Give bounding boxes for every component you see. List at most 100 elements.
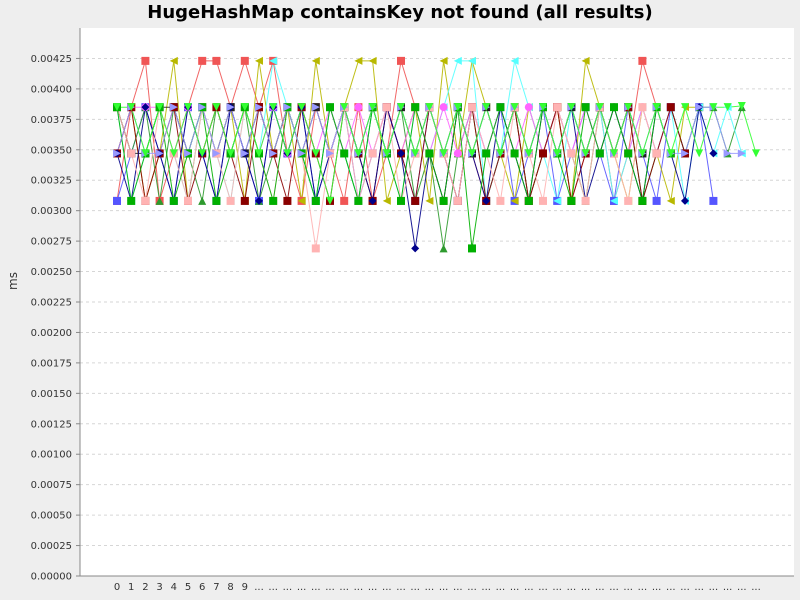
x-tick-label: 1 — [128, 582, 134, 593]
data-point — [681, 103, 689, 112]
data-point — [524, 196, 533, 205]
x-tick-label: 0 — [114, 582, 120, 593]
data-point — [638, 196, 647, 205]
y-tick-label: 0.00050 — [31, 511, 72, 522]
data-point — [212, 149, 221, 158]
data-point — [468, 56, 476, 65]
data-point — [553, 196, 562, 205]
y-tick-label: 0.00300 — [31, 206, 72, 217]
data-point — [240, 56, 249, 65]
data-point — [269, 56, 278, 65]
x-tick-label: ... — [538, 582, 548, 593]
x-tick-label: ... — [609, 582, 619, 593]
data-point — [368, 196, 377, 205]
x-tick-label: ... — [552, 582, 562, 593]
data-point — [297, 149, 306, 158]
data-point — [468, 149, 476, 158]
x-tick-label: ... — [297, 582, 307, 593]
x-tick-label: ... — [737, 582, 747, 593]
data-point — [453, 56, 462, 65]
x-tick-label: ... — [666, 582, 676, 593]
data-point — [638, 149, 647, 158]
data-point — [439, 56, 448, 65]
data-point — [269, 196, 278, 205]
y-tick-label: 0.00100 — [31, 450, 72, 461]
x-tick-label: ... — [524, 582, 534, 593]
x-tick-label: ... — [410, 582, 420, 593]
data-point — [127, 196, 136, 205]
data-point — [169, 149, 178, 158]
data-point — [311, 196, 320, 205]
data-point — [382, 103, 391, 112]
data-point — [340, 103, 349, 112]
x-tick-label: ... — [467, 582, 477, 593]
y-tick-label: 0.00275 — [31, 237, 72, 248]
data-point — [354, 56, 363, 65]
data-point — [624, 149, 633, 158]
data-point — [411, 196, 420, 205]
x-tick-label: ... — [339, 582, 349, 593]
y-tick-label: 0.00375 — [31, 115, 72, 126]
x-tick-label: ... — [354, 582, 364, 593]
data-point — [610, 149, 618, 158]
y-tick-label: 0.00075 — [31, 480, 72, 491]
y-tick-label: 0.00425 — [31, 54, 72, 65]
data-point — [752, 149, 760, 158]
data-point — [311, 103, 320, 112]
data-point — [567, 149, 576, 158]
x-tick-label: 9 — [242, 582, 248, 593]
data-point — [169, 103, 178, 112]
x-tick-label: ... — [723, 582, 733, 593]
data-point — [326, 149, 334, 158]
data-point — [397, 103, 405, 112]
y-tick-label: 0.00225 — [31, 298, 72, 309]
x-tick-label: ... — [396, 582, 406, 593]
data-point — [113, 103, 121, 112]
x-tick-label: ... — [751, 582, 761, 593]
data-point — [737, 101, 746, 110]
data-point — [184, 196, 192, 205]
data-point — [468, 103, 476, 112]
data-point — [709, 103, 718, 112]
data-point — [581, 103, 590, 112]
data-point — [737, 149, 746, 158]
y-tick-label: 0.00175 — [31, 358, 72, 369]
data-point — [368, 103, 377, 112]
data-point — [368, 149, 377, 158]
x-tick-label: 5 — [185, 582, 191, 593]
y-tick-label: 0.00150 — [31, 389, 72, 400]
x-tick-label: ... — [694, 582, 704, 593]
data-point — [524, 149, 533, 158]
x-tick-label: ... — [581, 582, 591, 593]
data-point — [652, 196, 661, 205]
x-tick-label: ... — [425, 582, 435, 593]
data-point — [141, 149, 150, 158]
data-point — [297, 103, 306, 112]
x-tick-label: ... — [481, 582, 491, 593]
data-point — [638, 56, 647, 65]
data-point — [155, 149, 164, 158]
x-tick-label: ... — [496, 582, 506, 593]
data-point — [681, 149, 689, 158]
x-tick-label: ... — [439, 582, 449, 593]
data-point — [397, 196, 405, 205]
data-point — [709, 149, 718, 158]
data-point — [709, 196, 718, 205]
x-tick-label: ... — [311, 582, 321, 593]
y-tick-label: 0.00025 — [31, 541, 72, 552]
data-point — [652, 149, 661, 158]
data-point — [539, 103, 547, 112]
data-point — [184, 149, 192, 158]
y-ticks: 0.00000 0.00025 0.00050 0.00075 0.00100 0.001… — [31, 54, 80, 583]
data-point — [666, 149, 675, 158]
x-tick-label: ... — [595, 582, 605, 593]
data-point — [283, 149, 292, 158]
x-tick-label: 2 — [142, 582, 148, 593]
data-point — [581, 149, 590, 158]
data-point — [439, 103, 448, 112]
data-point — [141, 56, 150, 65]
data-point — [439, 244, 448, 253]
data-point — [595, 103, 604, 112]
data-point — [524, 103, 533, 112]
data-point — [240, 103, 249, 112]
